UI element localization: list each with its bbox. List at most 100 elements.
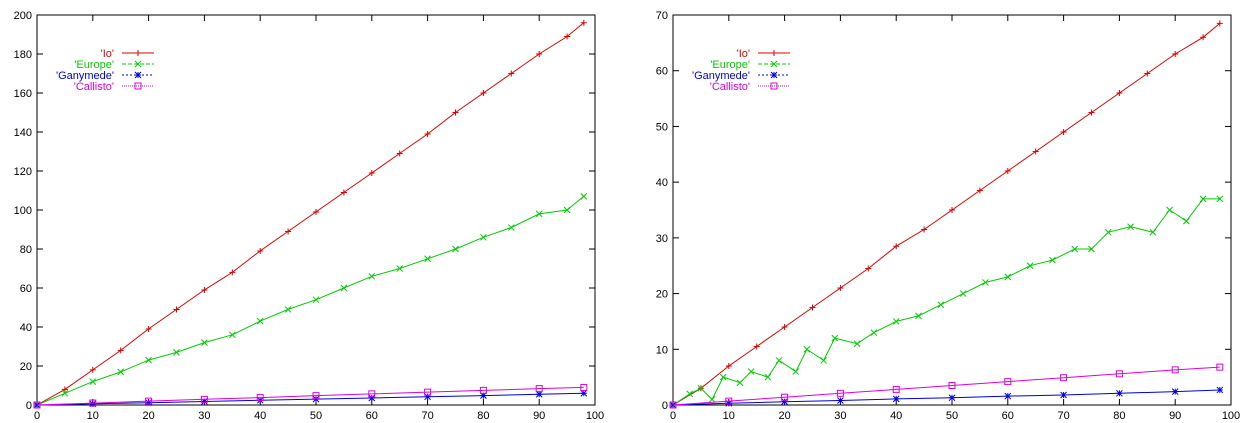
x-tick-label: 0 (670, 410, 676, 422)
y-tick-label: 140 (14, 127, 32, 139)
data-point (1026, 262, 1034, 270)
series-3 (669, 386, 1224, 409)
data-point (725, 363, 732, 369)
data-point (1116, 90, 1123, 96)
data-point (1183, 217, 1190, 225)
data-point (921, 226, 928, 233)
data-point (1060, 391, 1067, 399)
chart-panel-1: 0 10 20 30 40 50 60 70 80 90 100 0 20 40 60 80 100 120 140… (14, 10, 605, 422)
series-line (672, 366, 1220, 406)
data-point (686, 390, 694, 398)
series-line (36, 392, 584, 406)
series-line (672, 389, 1220, 406)
data-point (368, 169, 375, 176)
data-point (424, 255, 431, 263)
legend-label: 'Europe' (710, 59, 750, 71)
x-tick-label: 10 (723, 410, 735, 422)
data-point (480, 90, 487, 96)
data-point (976, 187, 983, 194)
data-point (1171, 366, 1179, 374)
series-4 (669, 363, 1224, 409)
y-tick-label: 80 (20, 244, 32, 256)
data-point (1104, 228, 1112, 236)
data-point (89, 366, 96, 373)
data-point (229, 269, 236, 276)
data-point (61, 386, 68, 393)
data-point (145, 356, 152, 364)
data-point (312, 392, 320, 400)
legend-label: 'Callisto' (710, 81, 750, 93)
data-point (89, 378, 97, 385)
data-point (257, 247, 264, 254)
data-point (1199, 195, 1207, 203)
data-point (892, 395, 900, 403)
data-point (753, 343, 760, 350)
data-point (892, 318, 900, 325)
data-point (480, 233, 487, 241)
data-point (948, 394, 956, 402)
data-point (915, 312, 922, 320)
data-point (535, 210, 543, 218)
data-point (312, 296, 320, 304)
data-point (536, 51, 543, 57)
data-point (368, 394, 376, 402)
y-tick-label: 60 (656, 66, 668, 78)
data-point (781, 324, 788, 330)
data-point (340, 189, 347, 196)
y-tick-label: 200 (14, 10, 32, 22)
data-point (1004, 273, 1012, 281)
data-point (697, 384, 705, 392)
x-tick-label: 70 (421, 410, 433, 422)
data-point (200, 395, 208, 403)
x-tick-label: 20 (778, 410, 790, 422)
data-point (837, 397, 844, 404)
data-point (396, 265, 404, 272)
data-point (1144, 70, 1151, 77)
x-tick-label: 90 (1169, 410, 1181, 422)
data-point (1216, 363, 1224, 371)
data-point (396, 150, 403, 157)
y-tick-label: 20 (656, 289, 668, 301)
data-point (424, 130, 431, 137)
data-point (145, 397, 153, 405)
legend-marker (770, 71, 778, 79)
x-tick-label: 10 (87, 410, 99, 422)
legend-label: 'Callisto' (74, 81, 114, 93)
data-point (563, 206, 571, 214)
data-point (1004, 378, 1012, 386)
data-point (893, 243, 900, 250)
data-point (725, 399, 733, 407)
x-tick-label: 40 (254, 410, 266, 422)
series-1 (670, 20, 1223, 408)
data-point (1088, 245, 1095, 253)
series-2 (669, 195, 1224, 409)
y-tick-label: 40 (656, 177, 668, 189)
data-point (708, 396, 716, 403)
y-tick-label: 0 (26, 400, 32, 412)
legend-label: 'Ganymede' (56, 70, 114, 82)
data-point (117, 368, 125, 376)
data-point (312, 395, 320, 403)
data-point (480, 392, 487, 399)
data-point (1004, 168, 1011, 174)
data-point (1127, 223, 1134, 231)
data-point (892, 385, 900, 393)
data-point (173, 348, 180, 356)
y-tick-label: 0 (662, 400, 668, 412)
data-point (809, 304, 816, 311)
x-tick-label: 50 (310, 410, 322, 422)
legend-label: 'Ganymede' (692, 70, 750, 82)
series-line (672, 198, 1220, 406)
data-point (1149, 228, 1157, 236)
data-point (781, 393, 789, 401)
data-point (719, 373, 727, 381)
data-point (256, 317, 264, 325)
data-point (580, 192, 588, 200)
data-point (1060, 129, 1067, 135)
data-point (228, 331, 236, 339)
x-tick-label: 30 (198, 410, 210, 422)
data-point (256, 394, 264, 402)
series-line (672, 23, 1221, 406)
data-point (948, 382, 956, 389)
data-point (1004, 392, 1012, 400)
